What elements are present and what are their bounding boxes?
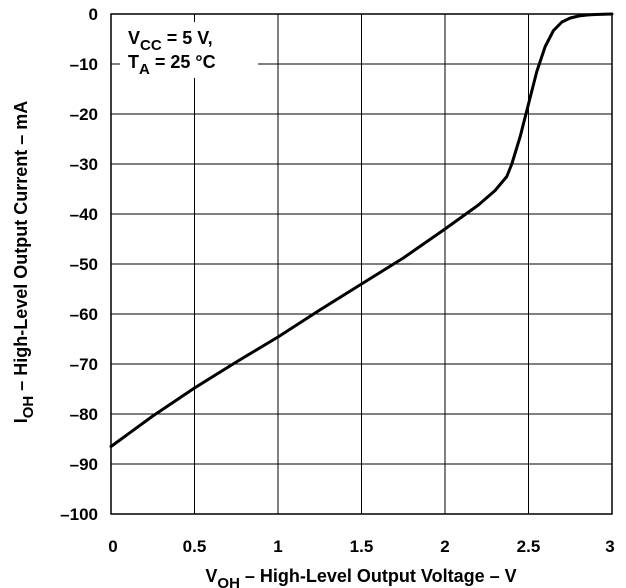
y-tick-label: –70 [70,355,98,374]
y-axis-label: IOH – High-Level Output Current – mA [11,101,37,424]
y-tick-label: –50 [70,255,98,274]
x-tick-label: 3 [605,537,614,556]
x-axis-text: – High-Level Output Voltage – V [240,566,517,586]
x-tick-label: 2 [440,537,449,556]
y-axis-symbol: I [11,418,31,423]
y-axis-text: – High-Level Output Current – mA [11,101,31,396]
series-line-0 [109,12,614,448]
y-axis-subscript: OH [20,396,37,419]
y-tick-label: –20 [70,105,98,124]
x-tick-label: 1 [273,537,282,556]
grid [110,13,613,515]
y-tick-label: 0 [89,5,98,24]
y-tick-label: –40 [70,205,98,224]
x-tick-label: 1.5 [350,537,374,556]
plot-frame [110,13,613,515]
x-axis-subscript: OH [217,575,240,588]
y-tick-labels: 0 –10 –20 –30 –40 –50 –60 –70 –80 –90 –100 [60,5,98,524]
vcc-symbol: V [128,28,140,48]
y-tick-label: –60 [70,305,98,324]
y-tick-label: –100 [60,505,98,524]
x-tick-label: 0.5 [183,537,207,556]
series-group [109,12,614,448]
vcc-value: = 5 V, [162,28,213,48]
x-tick-labels: 0 0.5 1 1.5 2 2.5 3 [108,537,614,556]
y-tick-label: –90 [70,455,98,474]
y-tick-label: –10 [70,55,98,74]
plot-border [110,13,613,515]
ta-value: = 25 °C [150,52,216,72]
y-tick-label: –30 [70,155,98,174]
x-tick-label: 0 [108,537,117,556]
annotation-background [120,22,258,78]
vcc-subscript: CC [140,37,162,54]
x-axis-label: VOH – High-Level Output Voltage – V [205,566,516,588]
x-tick-label: 2.5 [517,537,541,556]
x-axis-symbol: V [205,566,217,586]
annotation-line-2: TA = 25 °C [128,52,216,78]
ta-subscript: A [139,61,150,78]
annotation-box: VCC = 5 V, TA = 25 °C [120,22,258,78]
annotation-line-1: VCC = 5 V, [128,28,213,54]
ta-symbol: T [128,52,139,72]
y-tick-label: –80 [70,405,98,424]
